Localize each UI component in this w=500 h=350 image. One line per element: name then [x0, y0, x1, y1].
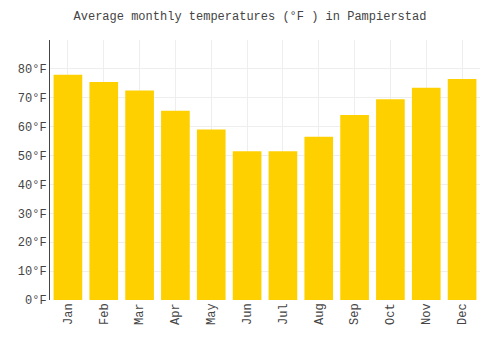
svg-text:70°F: 70°F: [18, 92, 47, 106]
svg-text:Mar: Mar: [133, 303, 147, 325]
svg-text:Average monthly temperatures (: Average monthly temperatures (°F ) in Pa…: [74, 10, 427, 24]
svg-text:Oct: Oct: [384, 303, 398, 325]
svg-text:40°F: 40°F: [18, 179, 47, 193]
svg-text:0°F: 0°F: [25, 294, 47, 308]
svg-text:80°F: 80°F: [18, 63, 47, 77]
svg-text:50°F: 50°F: [18, 150, 47, 164]
svg-text:May: May: [205, 303, 219, 325]
svg-text:Apr: Apr: [169, 303, 183, 325]
svg-text:10°F: 10°F: [18, 265, 47, 279]
svg-text:60°F: 60°F: [18, 121, 47, 135]
svg-text:30°F: 30°F: [18, 208, 47, 222]
svg-text:Nov: Nov: [420, 303, 434, 325]
svg-text:Jan: Jan: [62, 303, 76, 325]
svg-text:20°F: 20°F: [18, 236, 47, 250]
svg-text:Aug: Aug: [313, 303, 327, 325]
svg-text:Feb: Feb: [98, 303, 112, 325]
svg-text:Jun: Jun: [241, 303, 255, 325]
svg-text:Sep: Sep: [348, 303, 362, 325]
svg-text:Jul: Jul: [277, 303, 291, 325]
svg-text:Dec: Dec: [456, 303, 470, 325]
